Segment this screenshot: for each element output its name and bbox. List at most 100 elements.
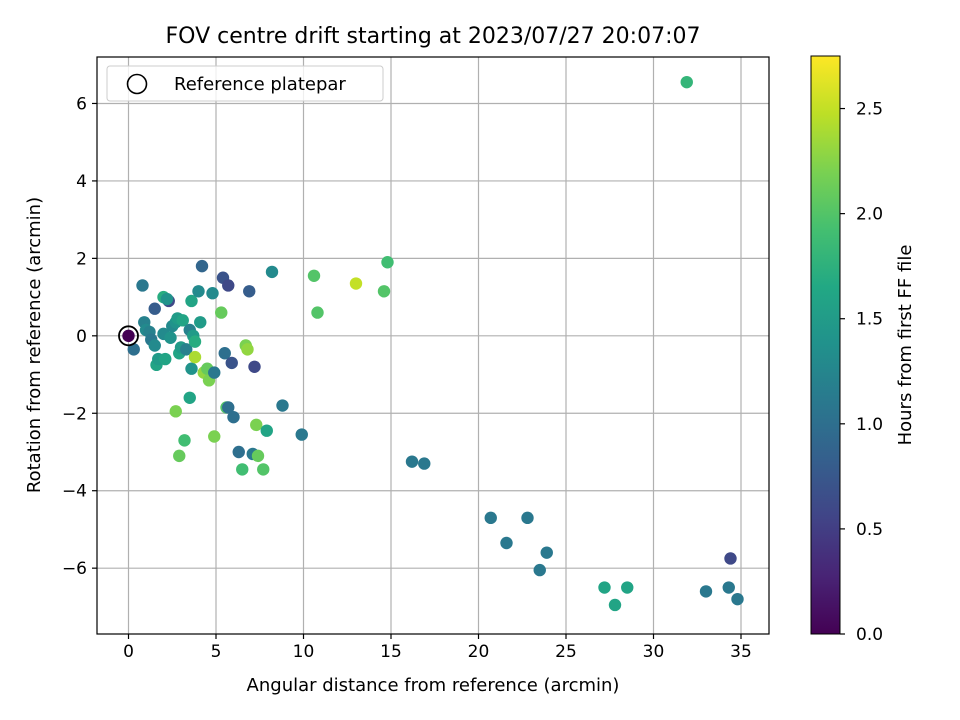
data-point xyxy=(243,285,256,298)
data-point xyxy=(257,463,270,476)
reference-platepar-marker xyxy=(118,325,139,347)
data-point xyxy=(699,585,713,598)
data-point xyxy=(533,563,546,577)
data-point xyxy=(295,428,308,441)
colorbar-tick-label: 1.0 xyxy=(856,415,883,435)
x-axis-ticks: 0 5 10 15 20 25 30 35 xyxy=(123,634,752,662)
data-point xyxy=(232,445,245,459)
data-point xyxy=(236,463,249,476)
x-tick-label: 5 xyxy=(211,642,222,662)
colorbar-label: Hours from first FF file xyxy=(895,245,916,446)
data-point xyxy=(521,511,534,525)
x-tick-label: 35 xyxy=(730,642,752,662)
chart-title: FOV centre drift starting at 2023/07/27 … xyxy=(166,24,701,49)
colorbar-tick-label: 1.5 xyxy=(856,310,883,330)
data-point xyxy=(185,362,198,375)
data-point xyxy=(540,546,553,559)
data-point xyxy=(169,405,182,418)
data-point xyxy=(122,329,135,343)
data-point xyxy=(731,592,744,606)
x-axis-label: Angular distance from reference (arcmin) xyxy=(247,675,620,696)
x-tick-label: 30 xyxy=(643,642,665,662)
data-point xyxy=(621,581,634,594)
data-point xyxy=(218,347,231,360)
data-point xyxy=(183,391,196,404)
plot-frame xyxy=(96,56,770,635)
legend-label: Reference platepar xyxy=(174,74,346,95)
data-point xyxy=(381,256,394,269)
data-point xyxy=(225,356,238,370)
data-point xyxy=(194,316,207,329)
data-point xyxy=(188,350,202,364)
data-point xyxy=(608,598,622,612)
data-point xyxy=(250,418,263,432)
data-point xyxy=(241,343,254,356)
grid-lines xyxy=(97,57,769,634)
data-point xyxy=(251,449,265,463)
data-point xyxy=(148,339,161,352)
colorbar-tick-label: 0.5 xyxy=(856,520,883,540)
data-point xyxy=(227,410,240,424)
legend-box xyxy=(106,65,384,102)
data-point xyxy=(195,259,209,273)
x-tick-label: 20 xyxy=(468,642,490,662)
data-point xyxy=(405,455,419,468)
data-points xyxy=(118,75,744,612)
data-point xyxy=(722,581,735,594)
data-point xyxy=(680,75,693,89)
legend: Reference platepar xyxy=(106,65,384,102)
data-point xyxy=(248,360,261,373)
y-tick-label: 0 xyxy=(76,327,87,347)
y-axis-ticks: −6 −4 −2 0 2 4 6 xyxy=(62,94,97,579)
x-tick-label: 0 xyxy=(123,642,134,662)
data-point xyxy=(148,302,161,315)
data-point xyxy=(160,292,174,306)
y-axis-label: Rotation from reference (arcmin) xyxy=(24,197,45,493)
data-point xyxy=(206,287,219,300)
data-point xyxy=(418,457,431,470)
y-tick-label: −2 xyxy=(62,404,87,424)
data-point xyxy=(311,306,324,319)
data-point xyxy=(180,343,193,356)
data-point xyxy=(185,294,198,308)
data-point xyxy=(188,335,202,348)
x-tick-label: 25 xyxy=(555,642,577,662)
colorbar-tick-label: 2.0 xyxy=(856,205,883,225)
data-point xyxy=(176,314,189,327)
data-point xyxy=(222,279,235,292)
data-point xyxy=(260,424,273,437)
data-point xyxy=(215,306,228,319)
legend-marker-icon xyxy=(126,73,148,95)
x-tick-label: 10 xyxy=(293,642,315,662)
y-tick-label: 4 xyxy=(76,172,87,192)
colorbar-tick-label: 0.0 xyxy=(856,625,883,645)
data-point xyxy=(208,430,221,443)
data-point xyxy=(484,511,497,525)
data-point xyxy=(136,279,149,292)
data-point xyxy=(377,285,391,298)
y-tick-label: 2 xyxy=(76,249,87,269)
data-point xyxy=(307,269,321,282)
data-point xyxy=(598,581,611,594)
data-point xyxy=(127,343,140,356)
data-point xyxy=(159,352,172,366)
y-tick-label: 6 xyxy=(76,94,87,114)
data-point xyxy=(724,552,737,565)
data-point xyxy=(173,449,186,463)
data-point xyxy=(500,536,513,550)
x-tick-label: 15 xyxy=(380,642,402,662)
data-point xyxy=(178,434,191,447)
data-point xyxy=(222,401,235,414)
y-tick-label: −4 xyxy=(62,482,87,502)
data-point xyxy=(349,277,363,290)
colorbar xyxy=(810,55,841,635)
data-point xyxy=(164,331,177,344)
colorbar-tick-label: 2.5 xyxy=(856,100,883,120)
data-point xyxy=(276,399,289,412)
colorbar-ticks: 0.0 0.5 1.0 1.5 2.0 2.5 xyxy=(840,100,883,645)
data-point xyxy=(265,265,279,279)
y-tick-label: −6 xyxy=(62,559,87,579)
data-point xyxy=(192,285,205,298)
data-point xyxy=(208,366,221,379)
